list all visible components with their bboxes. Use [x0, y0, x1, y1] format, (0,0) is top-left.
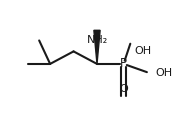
Text: O: O [119, 84, 128, 94]
Text: OH: OH [134, 46, 152, 56]
Text: OH: OH [156, 68, 173, 78]
Polygon shape [94, 30, 100, 64]
Text: P: P [120, 57, 127, 70]
Text: NH₂: NH₂ [86, 35, 108, 45]
